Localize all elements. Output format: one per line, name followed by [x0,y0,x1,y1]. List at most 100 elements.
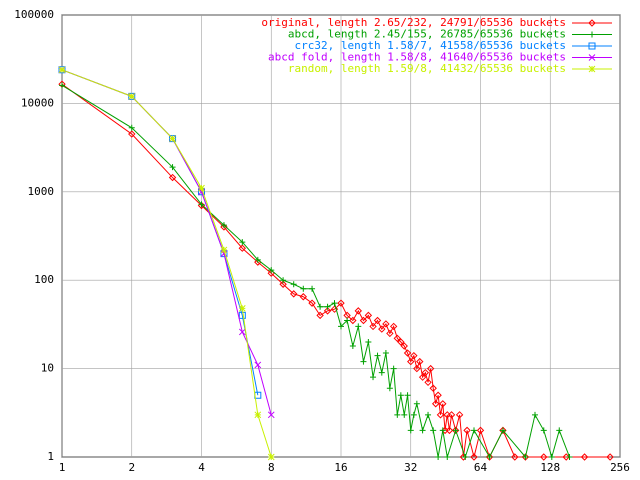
point [359,316,368,325]
point [267,411,275,419]
point [397,392,404,399]
point [389,322,398,331]
point [238,305,246,312]
point [290,281,297,288]
point [299,293,308,301]
point [425,411,432,418]
point [407,357,415,366]
legend-marker [588,65,596,73]
point [331,300,338,307]
point [424,378,432,387]
legend-label: abcd, length 2.45/155, 26785/65536 bucke… [288,28,566,41]
point [238,328,246,336]
point [566,454,573,460]
point [455,411,464,419]
point [400,342,408,350]
point [407,427,414,434]
point [360,358,367,365]
point [128,124,135,131]
legend-marker [588,42,596,50]
point [169,164,176,171]
point [434,391,442,399]
point [410,411,417,418]
point [413,400,420,407]
x-tick-label: 128 [540,461,560,474]
point [382,350,389,357]
x-tick-label: 32 [404,461,417,474]
point [58,80,66,88]
point [452,427,459,434]
point [289,290,298,298]
legend-label: original, length 2.65/232, 24791/65536 b… [261,16,566,29]
point [280,277,287,284]
point [308,299,316,307]
point [344,317,351,324]
point [343,311,351,320]
point [238,244,247,252]
x-tick-label: 1 [59,461,66,474]
legend-label: random, length 1.59/8, 41432/65536 bucke… [288,62,566,75]
legend-marker [588,54,596,61]
point [324,303,331,310]
point [338,323,344,330]
point [128,130,136,138]
point [268,267,275,274]
point [198,201,205,208]
y-tick-label: 10000 [21,96,54,109]
point [471,427,478,434]
point [382,320,390,328]
point [462,454,469,460]
point [430,427,437,434]
point [374,352,381,359]
y-tick-label: 1 [47,450,54,463]
point [418,373,427,381]
point [128,93,136,100]
point [373,316,382,325]
point [431,400,440,408]
point [267,453,275,461]
point [401,411,408,418]
point [435,454,442,460]
point [254,411,262,419]
point [355,323,362,330]
x-tick-label: 4 [198,461,205,474]
point [476,426,485,435]
point [441,426,449,435]
point [279,280,287,288]
point [548,454,555,460]
point [470,453,478,461]
point [378,325,386,333]
point [439,400,447,408]
point [413,364,421,373]
x-tick-label: 256 [610,461,630,474]
point [349,343,356,350]
point [444,454,451,460]
point [404,392,411,399]
series-line [61,69,272,458]
point [511,453,519,461]
legend-label: abcd fold, length 1.58/8, 41640/65536 bu… [268,51,566,64]
point [421,368,430,377]
point [59,82,65,89]
point [254,256,261,263]
point [317,303,324,310]
legend-marker [588,19,596,27]
point [337,299,345,307]
point [386,385,393,392]
point [220,246,228,254]
point [370,374,377,381]
point [416,357,424,366]
point [309,285,316,292]
point [447,411,456,419]
point [354,307,363,315]
point [316,311,324,320]
point [410,351,418,360]
point [463,426,471,435]
point [429,384,437,392]
point [419,427,426,434]
point [532,411,538,418]
x-tick-label: 2 [128,461,135,474]
point [58,66,66,74]
point [436,411,445,419]
